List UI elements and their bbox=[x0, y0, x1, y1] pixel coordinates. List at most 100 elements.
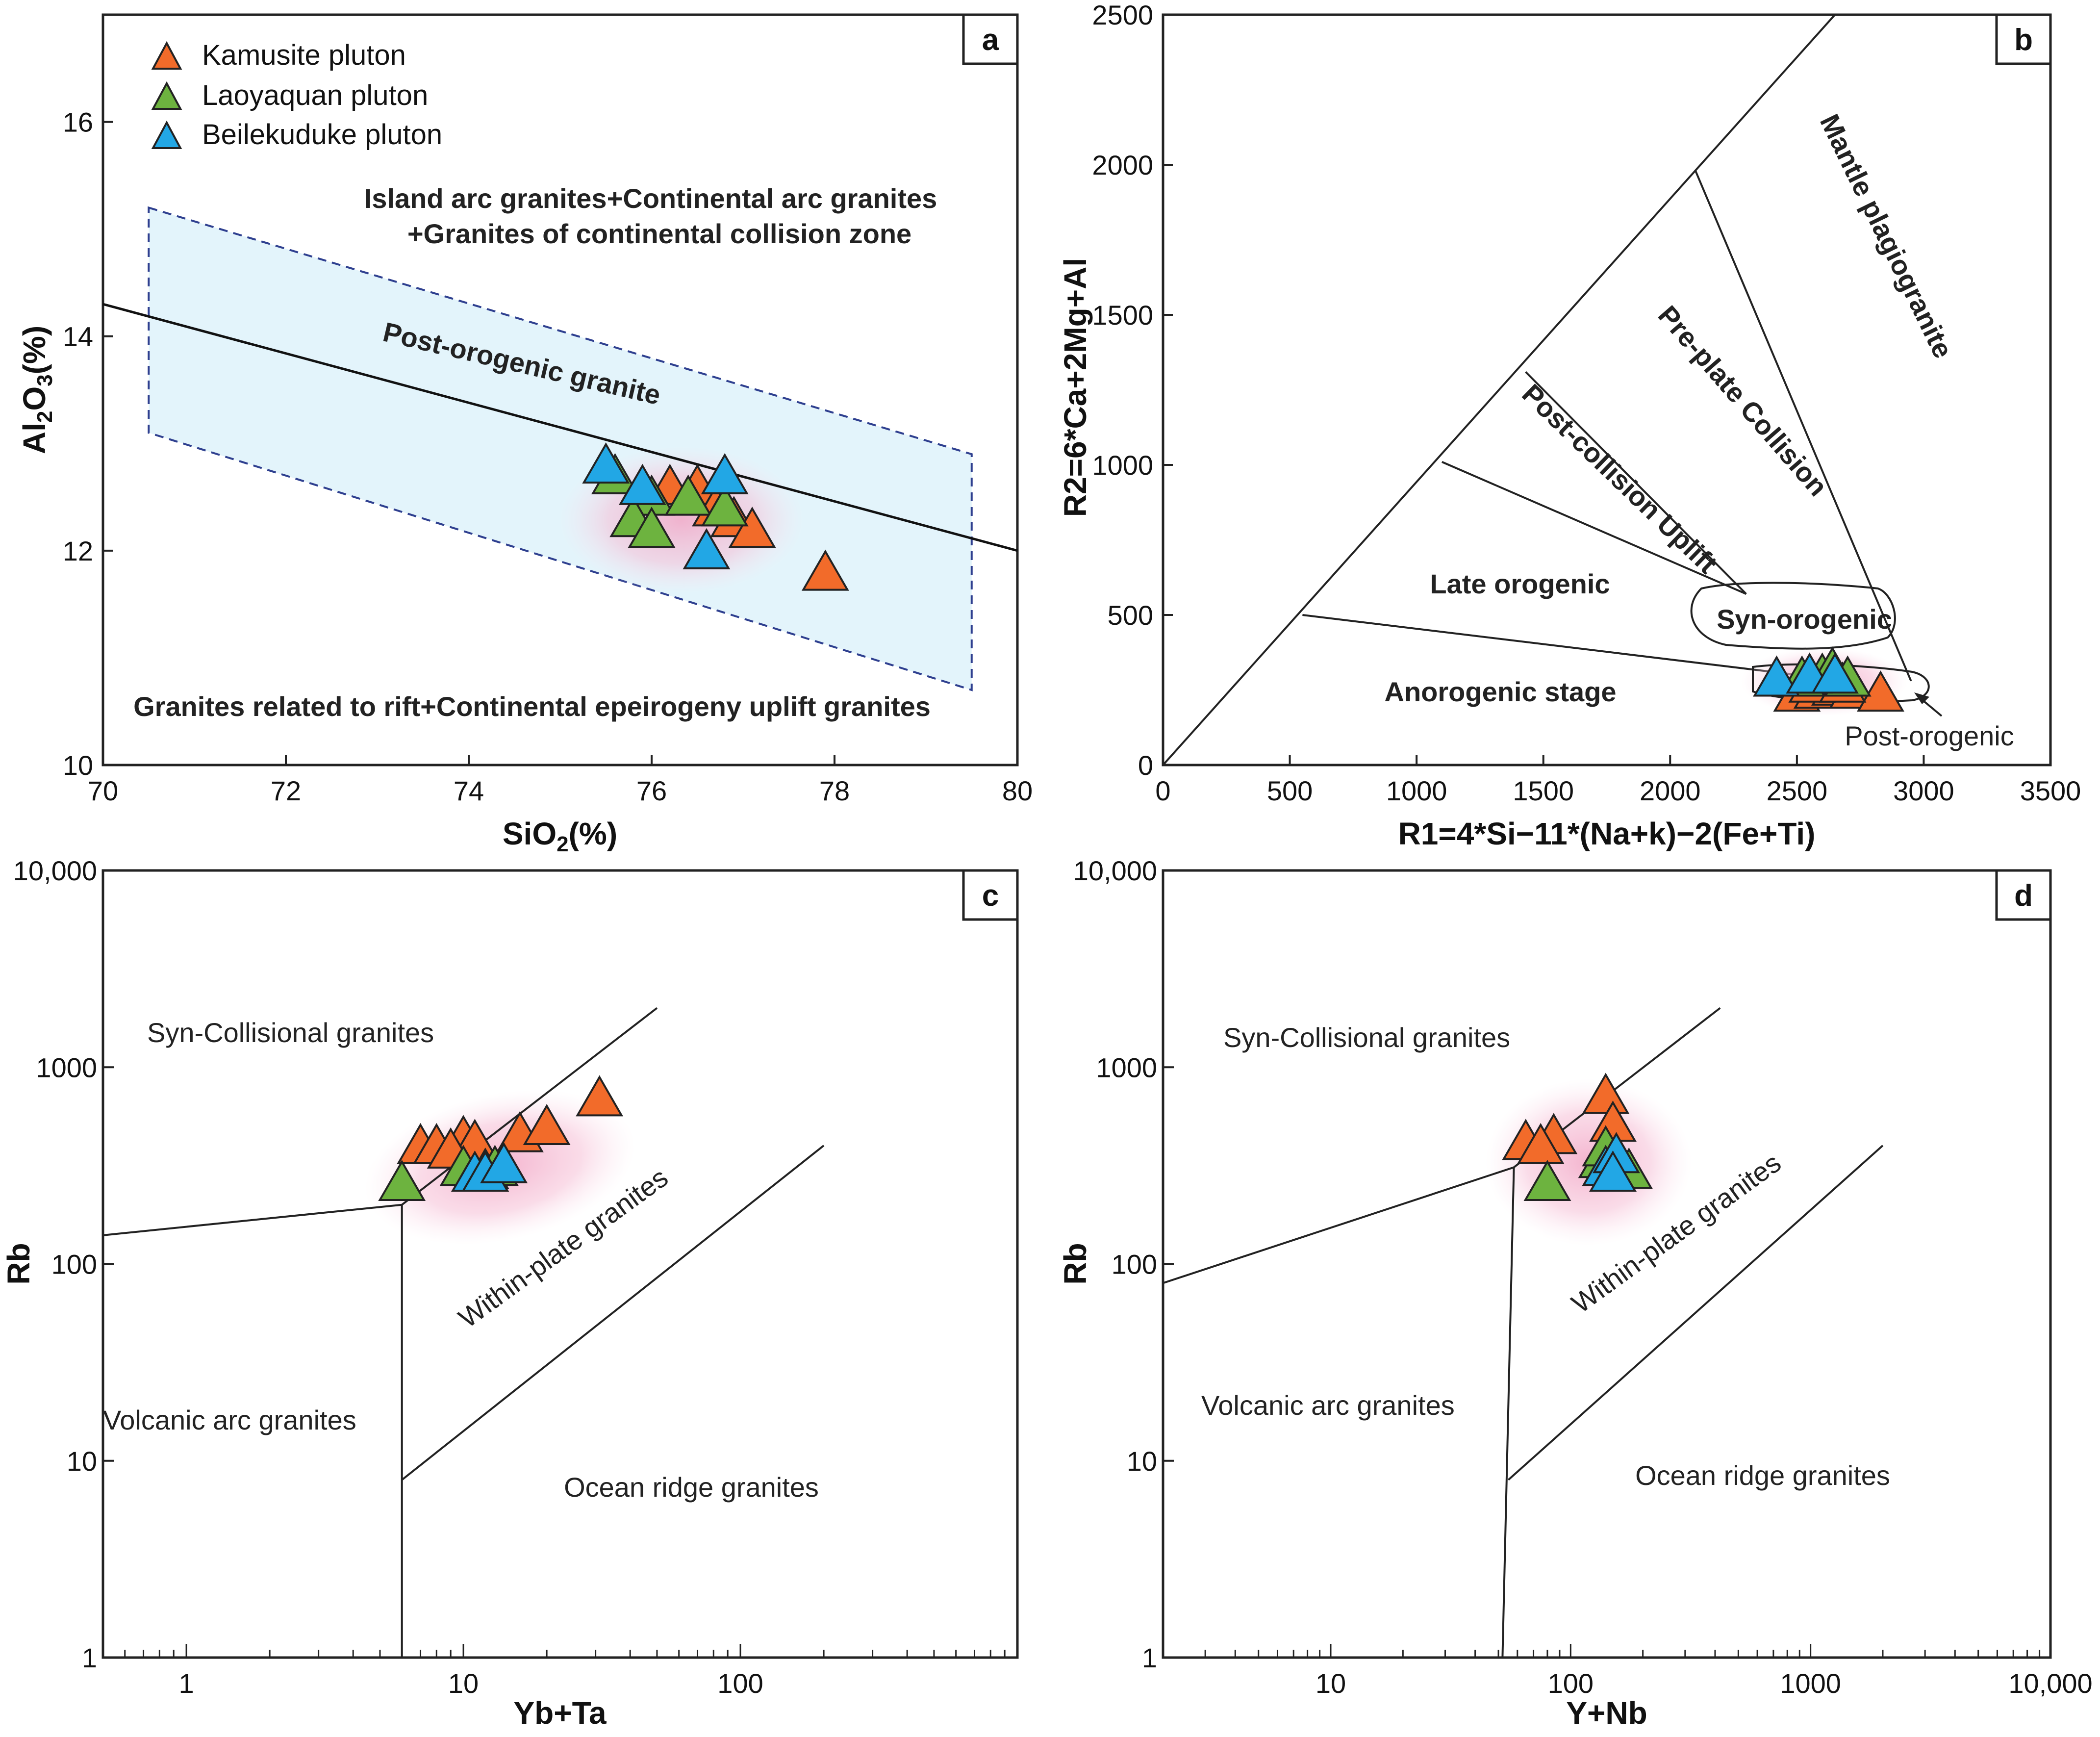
data-point-kamusite bbox=[576, 1075, 624, 1117]
data-point-beilekuduke bbox=[1753, 655, 1800, 697]
panel-label: b bbox=[2014, 23, 2033, 57]
y-tick-label: 2000 bbox=[1092, 150, 1153, 180]
panel-label: a bbox=[982, 23, 999, 57]
x-axis-title: Yb+Ta bbox=[513, 1695, 607, 1731]
region-label-syn: Syn-Collisional granites bbox=[147, 1017, 434, 1048]
data-points bbox=[1753, 646, 1904, 712]
y-tick-label: 2500 bbox=[1092, 0, 1153, 30]
field-polygon bbox=[148, 206, 973, 691]
x-tick-label: 1000 bbox=[1780, 1668, 1841, 1699]
y-axis-title: R2=6*Ca+2Mg+Al bbox=[1058, 258, 1093, 517]
x-tick-label: 1000 bbox=[1386, 775, 1447, 806]
x-tick-label: 100 bbox=[1548, 1668, 1594, 1699]
region-label-volcanic: Volcanic arc granites bbox=[1201, 1390, 1455, 1421]
x-tick-label: 2000 bbox=[1640, 775, 1701, 806]
panel-a-frame bbox=[101, 13, 1019, 766]
legend-label-laoyaquan: Laoyaquan pluton bbox=[202, 79, 428, 111]
axis-ticks: 70 72 74 76 78 80 10 12 14 16 bbox=[63, 107, 1033, 806]
data-point-beilekuduke bbox=[582, 442, 630, 484]
x-tick-label: 10,000 bbox=[2008, 1668, 2092, 1699]
legend-label-kamusite: Kamusite pluton bbox=[202, 39, 406, 71]
data-point-kamusite bbox=[1517, 1123, 1565, 1164]
y-tick-label: 12 bbox=[63, 536, 93, 566]
y-tick-label: 1 bbox=[1142, 1642, 1157, 1673]
data-point-laoyaquan bbox=[378, 1159, 426, 1201]
data-point-laoyaquan bbox=[628, 507, 676, 548]
boundary-lines bbox=[102, 1007, 825, 1658]
data-points bbox=[378, 1075, 624, 1201]
y-tick-label: 100 bbox=[51, 1249, 97, 1280]
x-axis-title: R1=4*Si−11*(Na+k)−2(Fe+Ti) bbox=[1398, 816, 1816, 851]
y-axis-title: Rb bbox=[1058, 1243, 1093, 1284]
data-point-kamusite bbox=[801, 549, 849, 591]
x-tick-label: 70 bbox=[88, 775, 118, 806]
x-tick-label: 72 bbox=[271, 775, 301, 806]
region-label-postcollision: Post-collision Uplift bbox=[1517, 378, 1723, 580]
axis-ticks: 0 500 1000 1500 2000 2500 3000 3500 0 500 1000 1500… bbox=[1092, 0, 2081, 806]
boundary-line bbox=[1442, 461, 1747, 595]
y-tick-label: 0 bbox=[1138, 750, 1153, 781]
data-point-beilekuduke bbox=[1589, 1150, 1637, 1192]
panel-label: c bbox=[982, 879, 999, 913]
legend-marker-beilekuduke bbox=[151, 120, 182, 149]
y-tick-label: 1500 bbox=[1092, 300, 1153, 331]
y-tick-label: 1000 bbox=[1092, 450, 1153, 481]
region-label-arc-2: +Granites of continental collision zone bbox=[407, 218, 911, 249]
legend: Kamusite pluton Laoyaquan pluton Beileku… bbox=[151, 39, 442, 151]
y-tick-label: 1000 bbox=[1096, 1052, 1157, 1083]
panel-c: 1 10 100 1 10 100 1000 10,000 c Syn-Collisional… bbox=[1, 855, 1019, 1731]
region-label-mantle: Mantle plagiogranite bbox=[1814, 109, 1959, 363]
data-point-kamusite bbox=[1857, 670, 1904, 712]
boundary-lines bbox=[1162, 14, 1912, 766]
data-point-kamusite bbox=[728, 507, 776, 548]
axis-ticks: 10 100 1000 10,000 1 10 100 1000 10,000 bbox=[1073, 855, 2093, 1699]
x-tick-label: 74 bbox=[454, 775, 484, 806]
divider-line bbox=[102, 303, 1018, 552]
region-label-anorogenic: Anorogenic stage bbox=[1385, 676, 1617, 707]
data-point-laoyaquan bbox=[664, 474, 712, 516]
region-label-ocean: Ocean ridge granites bbox=[564, 1472, 819, 1503]
region-label-post: Post-orogenic bbox=[1845, 720, 2014, 751]
x-tick-label: 1500 bbox=[1513, 775, 1574, 806]
y-tick-label: 10 bbox=[67, 1446, 97, 1477]
data-points bbox=[1502, 1073, 1653, 1201]
y-axis-title: Al2O3(%) bbox=[17, 326, 57, 454]
panel-d: 10 100 1000 10,000 1 10 100 1000 10,000 d Syn-Co… bbox=[1058, 855, 2093, 1731]
syn-orogenic-outline bbox=[1690, 582, 1896, 650]
region-label-late: Late orogenic bbox=[1430, 568, 1610, 599]
y-tick-label: 10 bbox=[63, 750, 93, 781]
axis-ticks: 1 10 100 1 10 100 1000 10,000 bbox=[13, 855, 1018, 1699]
y-tick-label: 1000 bbox=[36, 1052, 97, 1083]
region-label-rift: Granites related to rift+Continental epe… bbox=[133, 691, 931, 722]
x-tick-label: 3500 bbox=[2020, 775, 2081, 806]
panel-label-box bbox=[962, 869, 1019, 921]
x-tick-label: 1 bbox=[178, 1668, 194, 1699]
data-point-beilekuduke bbox=[683, 528, 731, 569]
panel-b-frame bbox=[1162, 13, 2052, 766]
x-axis-title: Y+Nb bbox=[1566, 1695, 1647, 1731]
panel-label-box bbox=[1995, 869, 2052, 921]
region-label-preplate: Pre-plate Collision bbox=[1652, 300, 1834, 502]
x-tick-label: 10 bbox=[1316, 1668, 1346, 1699]
data-point-kamusite bbox=[523, 1104, 571, 1146]
boundary-lines bbox=[1163, 1007, 1884, 1658]
x-tick-label: 0 bbox=[1155, 775, 1170, 806]
region-label-syn: Syn-Collisional granites bbox=[1223, 1022, 1510, 1053]
x-tick-label: 2500 bbox=[1767, 775, 1828, 806]
boundary-line bbox=[1501, 1167, 1515, 1658]
y-tick-label: 500 bbox=[1108, 600, 1153, 631]
boundary-line bbox=[1695, 170, 1912, 682]
boundary-line bbox=[1525, 371, 1747, 595]
x-tick-label: 76 bbox=[636, 775, 667, 806]
panel-b: 0 500 1000 1500 2000 2500 3000 3500 0 500 1000 1500… bbox=[1058, 0, 2081, 851]
x-tick-label: 3000 bbox=[1893, 775, 1954, 806]
data-point-beilekuduke bbox=[701, 453, 749, 494]
data-point-beilekuduke bbox=[618, 463, 666, 505]
region-label-ocean: Ocean ridge granites bbox=[1635, 1460, 1890, 1491]
boundary-line bbox=[1162, 14, 1836, 766]
x-tick-label: 500 bbox=[1267, 775, 1313, 806]
boundary-line bbox=[1507, 1145, 1884, 1481]
data-points bbox=[582, 442, 849, 591]
x-axis-title: SiO2(%) bbox=[503, 816, 617, 856]
